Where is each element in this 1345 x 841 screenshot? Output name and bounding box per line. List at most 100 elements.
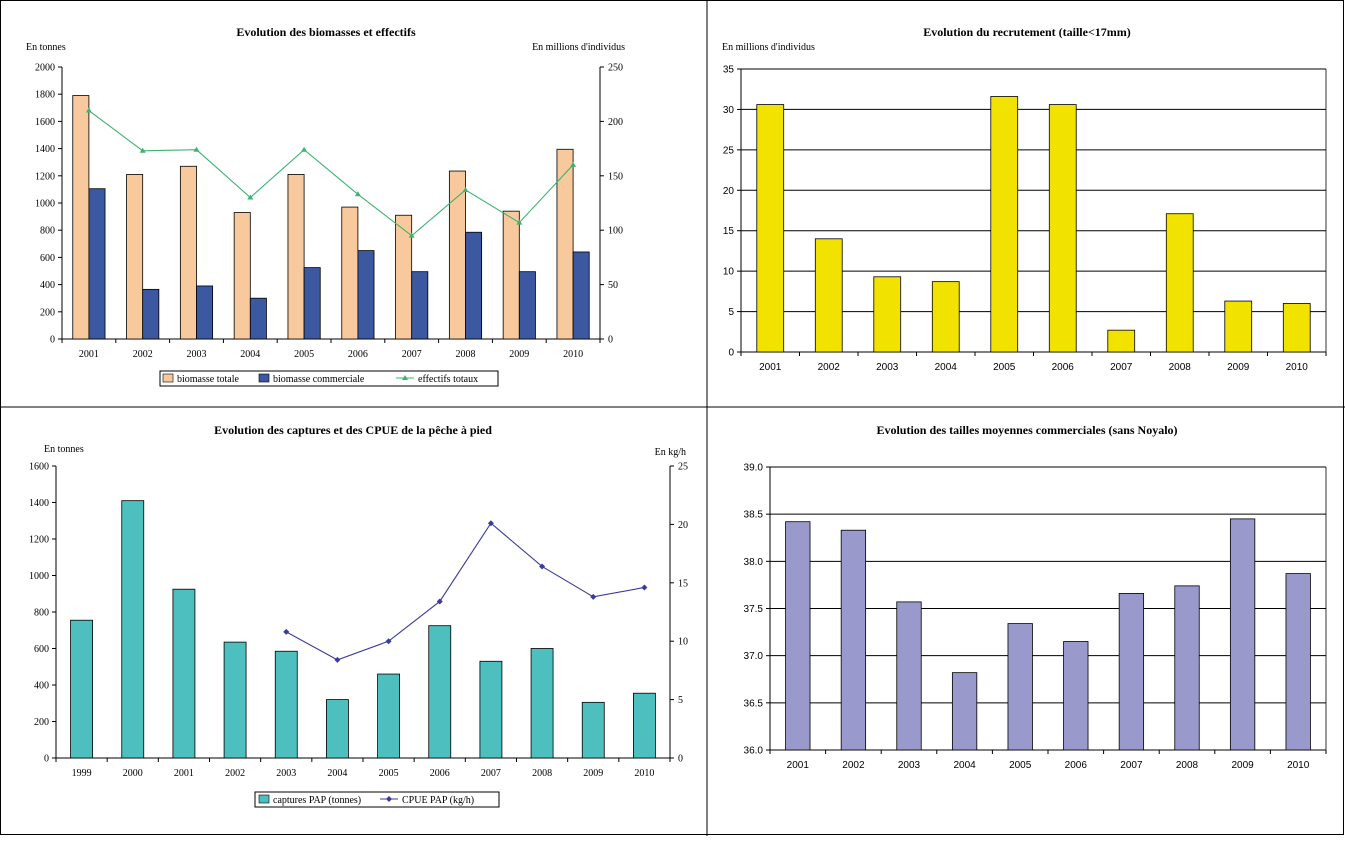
bar-captures-pap-tonnes-	[326, 699, 349, 759]
bar-biomasse-commerciale	[303, 267, 321, 340]
x-tick-label: 2009	[1227, 362, 1250, 373]
y-tick-label: 37.5	[744, 604, 764, 615]
x-tick-label: 2002	[842, 760, 865, 771]
y-tick-label: 36.0	[744, 746, 764, 757]
x-tick-label: 2001	[174, 768, 194, 779]
chart-title: Evolution des tailles moyennes commercia…	[876, 423, 1177, 437]
bar-captures-pap-tonnes-	[223, 641, 247, 759]
bar-biomasse-commerciale	[196, 285, 214, 340]
legend-box	[159, 370, 499, 387]
y2-tick-label: 5	[678, 695, 683, 706]
bar-biomasse-commerciale	[518, 271, 536, 340]
y2-tick-label: 250	[608, 63, 623, 74]
left-axis-unit: En tonnes	[44, 444, 84, 455]
line-point	[539, 563, 546, 570]
bar-value	[814, 238, 843, 353]
bar-value	[840, 529, 867, 751]
y-tick-label: 1200	[29, 535, 49, 546]
y-tick-label: 200	[34, 717, 49, 728]
x-tick-label: 2003	[898, 760, 921, 771]
bar-value	[1285, 573, 1311, 751]
y-tick-label: 37.0	[744, 651, 764, 662]
line-point	[247, 194, 254, 200]
y-tick-label: 1000	[29, 571, 49, 582]
x-tick-label: 2006	[348, 349, 368, 360]
line-point	[570, 161, 577, 167]
line-point	[641, 584, 648, 591]
y-tick-label: 0	[50, 335, 55, 346]
legend-marker-effectifs	[402, 375, 408, 380]
y-tick-label: 38.0	[744, 557, 764, 568]
y-tick-label: 35	[723, 65, 735, 76]
y-tick-label: 400	[34, 681, 49, 692]
x-tick-label: 2008	[532, 768, 552, 779]
y2-tick-label: 150	[608, 171, 623, 182]
chart-tailles-moyennes: Evolution des tailles moyennes commercia…	[744, 423, 1327, 771]
right-axis-unit: En millions d'individus	[532, 42, 625, 53]
chart-title: Evolution des captures et des CPUE de la…	[214, 423, 492, 437]
y2-tick-label: 20	[678, 520, 688, 531]
x-tick-label: 2005	[294, 349, 314, 360]
line-point	[408, 232, 415, 238]
bar-value	[1174, 585, 1200, 751]
bar-value	[785, 521, 811, 751]
y-tick-label: 20	[723, 186, 735, 197]
x-tick-label: 2000	[123, 768, 143, 779]
line-point	[590, 593, 597, 600]
x-tick-label: 2003	[276, 768, 296, 779]
x-tick-label: 2010	[1287, 760, 1310, 771]
x-tick-label: 2008	[1176, 760, 1199, 771]
right-axis-unit: En kg/h	[655, 447, 686, 458]
bar-biomasse-totale	[233, 212, 251, 340]
bar-captures-pap-tonnes-	[479, 660, 503, 759]
x-tick-label: 2006	[430, 768, 450, 779]
x-tick-label: 2004	[935, 362, 958, 373]
bar-value	[896, 601, 922, 751]
bar-biomasse-totale	[72, 95, 90, 340]
y2-tick-label: 15	[678, 578, 688, 589]
y-tick-label: 800	[40, 226, 55, 237]
bar-value	[756, 104, 785, 353]
y2-tick-label: 10	[678, 637, 688, 648]
legend-swatch-captures	[258, 794, 270, 804]
y-tick-label: 10	[723, 267, 735, 278]
y2-tick-label: 100	[608, 226, 623, 237]
bar-biomasse-commerciale	[357, 250, 375, 340]
x-tick-label: 2005	[1009, 760, 1032, 771]
legend-label-effectifs-totaux: effectifs totaux	[418, 374, 478, 385]
legend: biomasse totale biomasse commerciale eff…	[159, 370, 499, 387]
bar-biomasse-totale	[556, 148, 574, 340]
line-point	[334, 656, 341, 663]
y-tick-label: 1200	[35, 171, 55, 182]
bar-value	[931, 281, 960, 353]
bar-value	[990, 96, 1019, 353]
bar-captures-pap-tonnes-	[121, 500, 145, 759]
y-tick-label: 38.5	[744, 510, 764, 521]
x-tick-label: 2001	[759, 362, 782, 373]
y2-tick-label: 0	[608, 335, 613, 346]
bar-value	[1229, 518, 1256, 751]
y2-tick-label: 200	[608, 117, 623, 128]
x-tick-label: 1999	[72, 768, 92, 779]
legend-swatch-biomasse-totale	[162, 373, 174, 383]
y-tick-label: 5	[728, 307, 734, 318]
legend-label-biomasse-commerciale: biomasse commerciale	[273, 374, 365, 385]
bar-biomasse-totale	[341, 206, 359, 340]
y-tick-label: 25	[723, 145, 735, 156]
x-tick-label: 2007	[402, 349, 422, 360]
x-tick-label: 2003	[876, 362, 899, 373]
bar-value	[1282, 303, 1311, 353]
plot-area: 36.0 36.5 37.0 37.5 38.0 38.5 39.0 2001 2002 2003…	[744, 463, 1327, 771]
x-tick-label: 2008	[1169, 362, 1192, 373]
bar-captures-pap-tonnes-	[581, 701, 605, 759]
bar-captures-pap-tonnes-	[70, 619, 93, 759]
bar-value	[951, 672, 978, 751]
chart-title: Evolution des biomasses et effectifs	[236, 25, 416, 39]
bar-biomasse-commerciale	[572, 251, 590, 340]
x-tick-label: 2004	[953, 760, 976, 771]
series-line-effectifs-totaux	[88, 110, 574, 237]
bar-value	[1224, 300, 1253, 353]
legend-label-captures: captures PAP (tonnes)	[273, 795, 361, 806]
bar-captures-pap-tonnes-	[172, 588, 196, 759]
